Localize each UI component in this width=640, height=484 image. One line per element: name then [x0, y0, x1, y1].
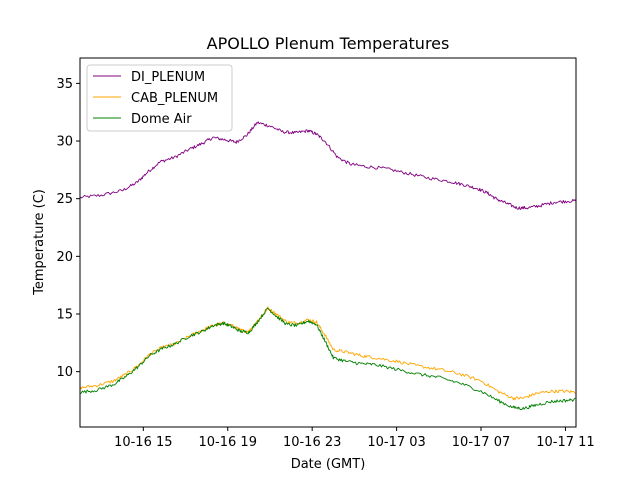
y-tick-label-15: 15 [56, 307, 73, 322]
x-tick-label-31: 10-17 07 [452, 435, 510, 450]
legend-label-dome-air: Dome Air [131, 112, 192, 127]
plot-frame [79, 57, 577, 428]
legend-label-cab-plenum: CAB_PLENUM [131, 91, 218, 106]
x-tick-label-19: 10-16 19 [199, 435, 257, 450]
x-tick-label-23: 10-16 23 [283, 435, 341, 450]
x-axis-label: Date (GMT) [291, 457, 366, 472]
series-line-dome-air [79, 307, 576, 411]
y-tick-label-10: 10 [56, 365, 73, 380]
legend-box [86, 64, 233, 132]
y-axis: 10 15 20 25 30 35 [56, 77, 80, 380]
legend-label-di-plenum: DI_PLENUM [131, 70, 205, 85]
x-tick-label-35: 10-17 11 [536, 435, 594, 450]
series-line-cab-plenum [79, 306, 576, 401]
chart-title: APOLLO Plenum Temperatures [207, 34, 450, 53]
series-line-di-plenum [79, 121, 577, 210]
y-tick-label-30: 30 [56, 135, 73, 150]
y-tick-label-35: 35 [56, 77, 73, 92]
x-tick-label-15: 10-16 15 [114, 435, 172, 450]
y-tick-label-20: 20 [56, 250, 73, 265]
y-tick-label-25: 25 [56, 192, 73, 207]
series-layer [79, 121, 577, 411]
y-axis-label: Temperature (C) [32, 189, 47, 296]
x-tick-label-27: 10-17 03 [367, 435, 425, 450]
x-axis: 10-16 15 10-16 19 10-16 23 10-17 03 10-17 07… [114, 427, 595, 450]
legend: DI_PLENUM CAB_PLENUM Dome Air [86, 64, 233, 132]
